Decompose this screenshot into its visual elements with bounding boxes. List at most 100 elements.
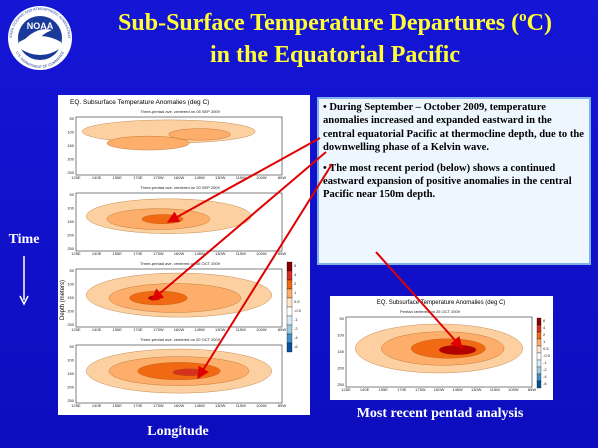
- colorbar-label: -4: [543, 374, 547, 379]
- x-tick-label: 170E: [133, 403, 143, 408]
- x-tick-label: 115W: [490, 387, 500, 392]
- colorbar-label: -0.5: [294, 308, 302, 313]
- x-tick-label: 85W: [278, 251, 286, 256]
- colorbar-swatch: [286, 306, 293, 317]
- x-tick-label: 130W: [471, 387, 482, 392]
- colorbar-label: 0.5: [294, 299, 300, 304]
- y-tick-label: 50: [70, 268, 75, 273]
- colorbar-label: -1: [543, 360, 547, 365]
- x-tick-label: 155E: [113, 251, 123, 256]
- y-tick-label: 250: [67, 398, 74, 403]
- y-tick-label: 200: [67, 309, 74, 314]
- x-tick-label: 160W: [174, 327, 185, 332]
- x-tick-label: 140E: [360, 387, 370, 392]
- panel-subtitle: Three-pentad ave. centered on 05 OCT 200…: [140, 261, 221, 266]
- colorbar-label: -6: [543, 381, 547, 386]
- colorbar-swatch: [286, 279, 293, 290]
- x-tick-label: 175W: [153, 327, 164, 332]
- colorbar-swatch: [536, 380, 542, 389]
- colorbar-swatch: [536, 345, 542, 354]
- panel-subtitle: Three-pentad ave. centered on 20 OCT 200…: [140, 337, 221, 342]
- y-tick-label: 150: [67, 143, 74, 148]
- title-line-2: in the Equatorial Pacific: [210, 42, 460, 68]
- colorbar-swatch: [536, 359, 542, 368]
- bullet: • The most recent period (below) shows a…: [323, 162, 572, 201]
- time-arrow: [19, 256, 29, 306]
- time-label: Time: [9, 232, 40, 247]
- x-tick-label: 125E: [71, 403, 81, 408]
- figure-subtitle: Pentad centered on 25 OCT 2009: [400, 309, 461, 314]
- x-tick-label: 155E: [113, 403, 123, 408]
- x-tick-label: 170E: [397, 387, 407, 392]
- x-tick-label: 155E: [379, 387, 389, 392]
- anomaly-contour: [141, 214, 184, 224]
- colorbar-label: -0.5: [543, 353, 551, 358]
- x-tick-label: 100W: [256, 403, 267, 408]
- x-tick-label: 145W: [194, 403, 205, 408]
- y-tick-label: 150: [67, 295, 74, 300]
- x-tick-label: 125E: [71, 175, 81, 180]
- title-text-end: C): [527, 10, 552, 36]
- colorbar-label: 1: [543, 339, 546, 344]
- y-tick-label: 150: [67, 371, 74, 376]
- y-tick-label: 50: [70, 344, 75, 349]
- anomaly-contour: [168, 128, 231, 141]
- y-tick-label: 250: [67, 170, 74, 175]
- x-tick-label: 85W: [278, 175, 286, 180]
- colorbar-label: 4: [543, 325, 546, 330]
- figure-title: EQ. Subsurface Temperature Anomalies (de…: [377, 300, 506, 306]
- colorbar-swatch: [286, 270, 293, 281]
- x-tick-label: 100W: [256, 175, 267, 180]
- colorbar-swatch: [286, 333, 293, 344]
- x-tick-label: 100W: [256, 251, 267, 256]
- y-tick-label: 250: [67, 246, 74, 251]
- y-tick-label: 150: [337, 349, 344, 354]
- colorbar-swatch: [536, 324, 542, 333]
- y-tick-label: 200: [67, 385, 74, 390]
- panel-subtitle: Three-pentad ave. centered on 20 SEP 200…: [140, 185, 220, 190]
- y-tick-label: 250: [67, 322, 74, 327]
- x-tick-label: 125E: [71, 327, 81, 332]
- logo-text: NOAA: [27, 21, 54, 31]
- title-text: Sub-Surface Temperature Departures (: [118, 10, 519, 36]
- x-tick-label: 145W: [194, 175, 205, 180]
- y-tick-label: 50: [70, 192, 75, 197]
- x-tick-label: 125E: [71, 251, 81, 256]
- y-tick-label: 100: [67, 282, 74, 287]
- anomaly-contour: [147, 295, 161, 301]
- x-tick-label: 175W: [415, 387, 426, 392]
- x-tick-label: 145W: [452, 387, 463, 392]
- x-tick-label: 140E: [92, 327, 102, 332]
- x-tick-label: 85W: [528, 387, 536, 392]
- y-tick-label: 50: [340, 316, 345, 321]
- y-tick-label: 200: [337, 366, 344, 371]
- title-superscript: o: [519, 9, 527, 25]
- y-tick-label: 200: [67, 157, 74, 162]
- x-tick-label: 115W: [236, 251, 246, 256]
- anomaly-contour: [438, 344, 477, 355]
- x-tick-label: 170E: [133, 327, 143, 332]
- x-tick-label: 85W: [278, 403, 286, 408]
- colorbar-swatch: [286, 315, 293, 326]
- y-tick-label: 50: [70, 116, 75, 121]
- logo: NOAA NATIONAL OCEANIC AND ATMOSPHERIC AD…: [0, 0, 72, 70]
- colorbar-label: 6: [543, 318, 546, 323]
- y-tick-label: 100: [337, 333, 344, 338]
- x-axis-caption: Longitude: [147, 424, 208, 439]
- x-tick-label: 85W: [278, 327, 286, 332]
- x-tick-label: 140E: [92, 403, 102, 408]
- x-tick-label: 160W: [434, 387, 445, 392]
- colorbar-swatch: [286, 324, 293, 335]
- x-tick-label: 125E: [341, 387, 351, 392]
- x-tick-label: 140E: [92, 175, 102, 180]
- x-tick-label: 140E: [92, 251, 102, 256]
- bullet: • During September – October 2009, tempe…: [323, 102, 584, 154]
- x-tick-label: 160W: [174, 175, 185, 180]
- x-tick-label: 130W: [215, 251, 226, 256]
- x-tick-label: 170E: [133, 251, 143, 256]
- text-box: • During September – October 2009, tempe…: [317, 97, 591, 265]
- x-tick-label: 175W: [153, 175, 164, 180]
- x-tick-label: 175W: [153, 251, 164, 256]
- x-tick-label: 175W: [153, 403, 164, 408]
